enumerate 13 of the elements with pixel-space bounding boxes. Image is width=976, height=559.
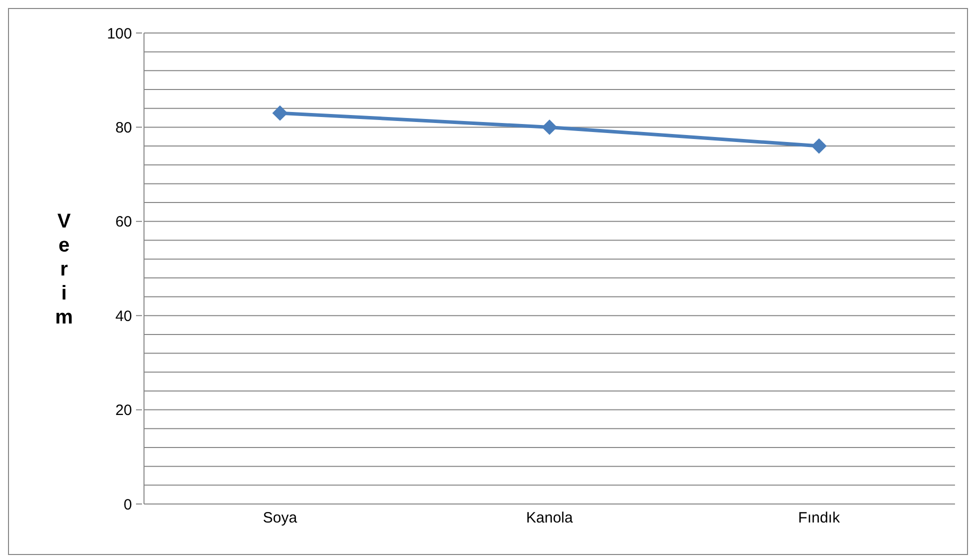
y-axis-title: Verim: [55, 210, 73, 328]
y-tick-label: 60: [115, 214, 132, 231]
y-tick-label: 80: [115, 119, 132, 136]
x-tick-label: Fındık: [798, 510, 840, 527]
y-tick-label: 40: [115, 308, 132, 325]
y-tick-label: 100: [106, 25, 132, 42]
point: [272, 106, 288, 121]
x-tick-label: Kanola: [526, 510, 574, 527]
y-tick-label: 20: [115, 402, 132, 420]
point: [812, 138, 826, 154]
x-tick-label: Soya: [262, 510, 298, 527]
y-tick-label: 0: [124, 496, 132, 514]
point: [542, 120, 557, 135]
